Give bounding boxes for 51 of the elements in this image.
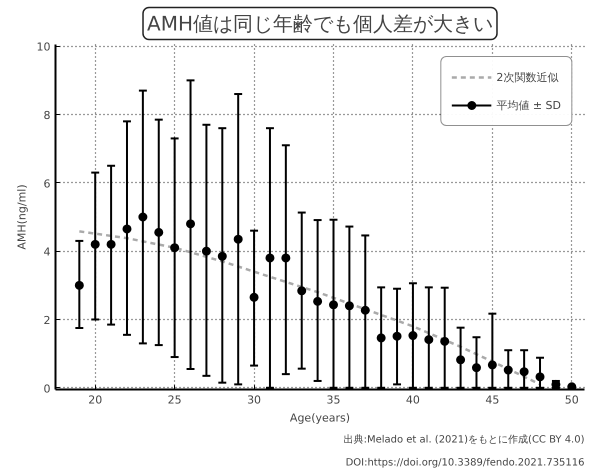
point: [408, 331, 418, 340]
y-tick-label: 0: [44, 382, 50, 396]
x-axis-title: Age(years): [290, 412, 350, 424]
chart-title: AMH値は同じ年齢でも個人差が大きい: [147, 12, 493, 36]
point: [281, 254, 290, 262]
point: [504, 366, 513, 375]
point: [74, 280, 84, 290]
point: [250, 292, 259, 302]
point: [154, 228, 164, 237]
y-tick-label: 6: [44, 177, 50, 190]
point: [138, 212, 148, 222]
point: [122, 224, 132, 234]
point: [106, 240, 116, 249]
point: [456, 355, 466, 364]
y-tick-label: 4: [44, 246, 50, 259]
point: [344, 301, 354, 310]
x-tick-label: 20: [88, 394, 102, 406]
legend-label: 平均値 ± SD: [496, 98, 561, 112]
x-tick-label: 30: [247, 394, 262, 406]
text: DOI:https://doi.org/10.3389/fendo.2021.735116: [346, 458, 585, 468]
point: [520, 367, 529, 376]
point: [488, 360, 497, 370]
point: [392, 332, 402, 341]
point: [297, 286, 306, 296]
point: [234, 234, 243, 244]
point: [218, 252, 227, 261]
y-axis-title: AMH(ng/ml): [16, 184, 29, 250]
legend-label: 2次関数近似: [496, 70, 558, 84]
x-tick-label: 40: [406, 394, 420, 406]
point: [186, 219, 196, 228]
point: [472, 363, 481, 372]
point: [440, 336, 450, 346]
point: [424, 335, 434, 344]
point: [313, 296, 322, 306]
x-tick-label: 50: [564, 394, 579, 406]
y-tick-label: 2: [44, 314, 50, 327]
point: [329, 300, 338, 310]
x-tick-label: 45: [485, 394, 500, 406]
source-note: 出典:Melado et al. (2021)をもとに作成(CC BY 4.0): [344, 434, 585, 446]
line-series: [78, 230, 542, 386]
point: [202, 246, 211, 256]
point: [170, 243, 180, 252]
y-tick-label: 10: [36, 40, 51, 54]
point: [265, 254, 274, 262]
point: [90, 240, 100, 249]
y-tick-label: 8: [44, 109, 50, 122]
x-tick-label: 25: [168, 394, 182, 406]
point: [360, 306, 370, 315]
x-tick-label: 35: [326, 394, 341, 406]
point: [536, 372, 545, 382]
point: [376, 333, 386, 342]
